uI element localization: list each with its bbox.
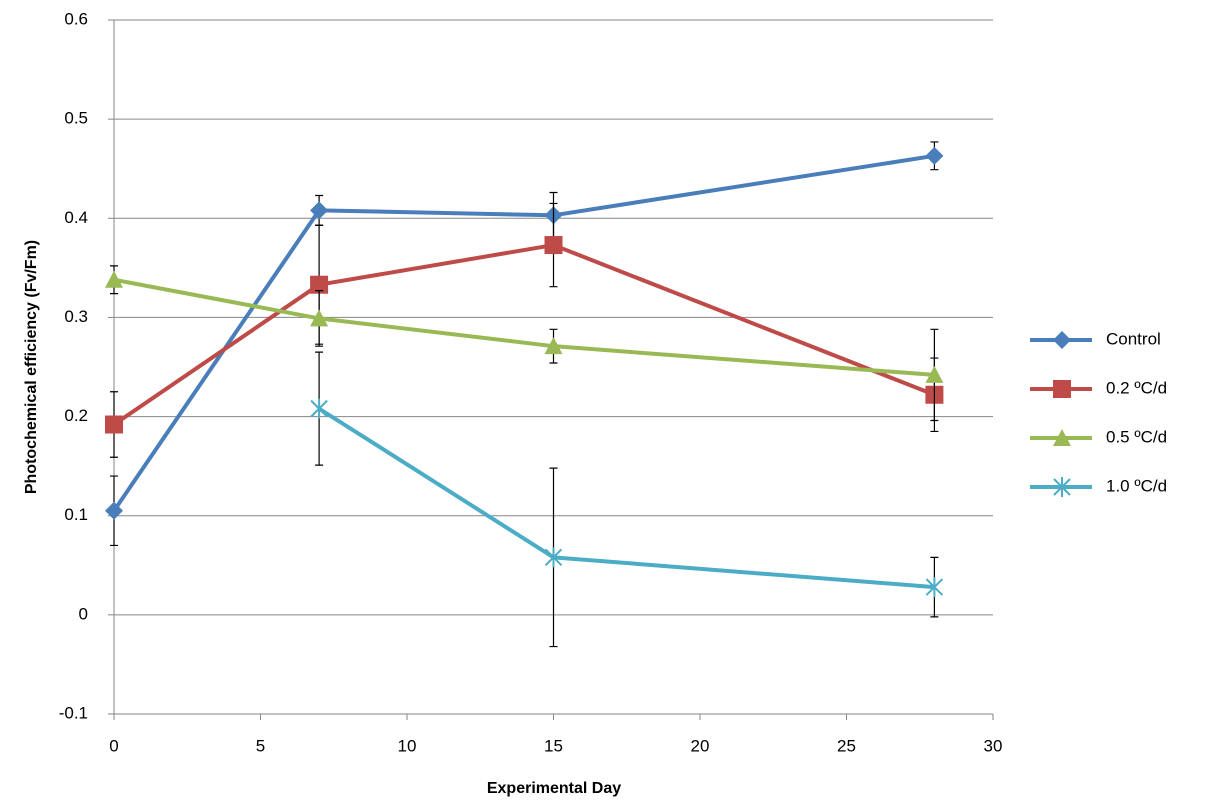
x-tick-label: 15 (544, 736, 563, 755)
series-line (113, 277, 935, 377)
marker (1053, 477, 1071, 497)
legend-label: 1.0 ºC/d (1106, 476, 1167, 495)
marker (1053, 429, 1071, 446)
marker (925, 146, 944, 165)
y-tick-label: 0.3 (64, 307, 88, 326)
series-line (112, 243, 936, 427)
x-tick-label: 20 (691, 736, 710, 755)
x-axis-title: Experimental Day (487, 780, 621, 797)
marker (310, 309, 329, 327)
marker (105, 415, 123, 434)
marker (544, 547, 563, 568)
marker (544, 337, 563, 355)
marker (1053, 380, 1071, 398)
marker (310, 201, 329, 220)
x-tick-label: 0 (109, 736, 118, 755)
y-tick-label: -0.1 (59, 703, 88, 722)
marker (1053, 331, 1071, 349)
legend-item: Control (1030, 329, 1161, 348)
legend-label: 0.5 ºC/d (1106, 427, 1167, 446)
marker (544, 236, 563, 255)
marker (310, 275, 329, 294)
y-tick-label: 0.4 (64, 208, 88, 227)
y-tick-label: 0.2 (64, 406, 88, 425)
legend-item: 0.5 ºC/d (1030, 427, 1167, 446)
y-tick-label: 0.6 (64, 9, 88, 28)
y-tick-label: 0 (79, 604, 88, 623)
series-line (318, 406, 935, 590)
legend-item: 0.2 ºC/d (1030, 378, 1167, 397)
marker (925, 365, 944, 383)
x-tick-label: 25 (837, 736, 856, 755)
legend-label: Control (1106, 329, 1161, 348)
legend-label: 0.2 ºC/d (1106, 378, 1167, 397)
legend-item: 1.0 ºC/d (1030, 476, 1167, 495)
y-axis-title: Photochemical efficiency (Fv/Fm) (23, 240, 40, 494)
x-tick-label: 5 (256, 736, 265, 755)
marker (105, 270, 123, 288)
marker (925, 577, 944, 598)
marker (310, 398, 328, 419)
y-tick-label: 0.5 (64, 109, 88, 128)
x-tick-label: 30 (984, 736, 1003, 755)
y-tick-label: 0.1 (64, 505, 88, 524)
marker (105, 501, 123, 520)
series-line (112, 153, 935, 512)
x-tick-label: 10 (398, 736, 417, 755)
